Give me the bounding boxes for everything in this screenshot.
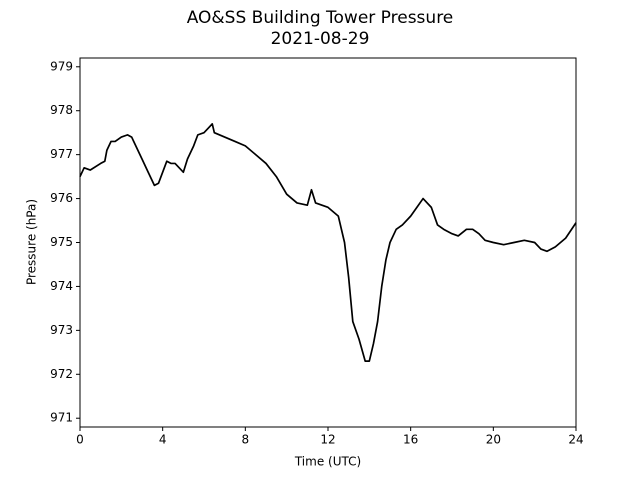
y-tick-label: 974 [50, 279, 73, 293]
y-axis-label: Pressure (hPa) [25, 199, 39, 285]
x-tick-label: 20 [486, 433, 501, 447]
x-axis-label: Time (UTC) [294, 455, 361, 469]
y-tick-label: 972 [50, 367, 73, 381]
data-line [79, 123, 577, 362]
x-tick-label: 12 [320, 433, 335, 447]
x-tick-label: 8 [242, 433, 250, 447]
x-tick-label: 0 [76, 433, 84, 447]
y-tick-label: 979 [50, 59, 73, 73]
y-tick-label: 977 [50, 147, 73, 161]
x-tick-label: 16 [403, 433, 418, 447]
y-tick-label: 976 [50, 191, 73, 205]
y-tick-label: 971 [50, 411, 73, 425]
y-tick-label: 973 [50, 323, 73, 337]
x-tick-label: 24 [568, 433, 583, 447]
y-tick-label: 978 [50, 103, 73, 117]
chart-title: AO&SS Building Tower Pressure [187, 8, 454, 28]
x-tick-label: 4 [159, 433, 167, 447]
plot-frame [79, 57, 577, 428]
y-tick-label: 975 [50, 235, 73, 249]
chart-subtitle: 2021-08-29 [271, 29, 370, 49]
